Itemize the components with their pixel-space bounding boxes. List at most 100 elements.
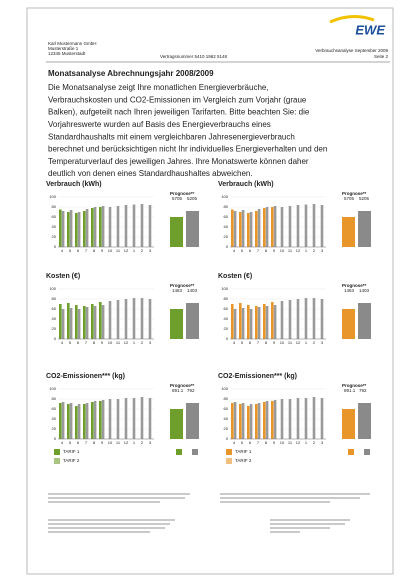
prognose-label: Prognose**	[342, 283, 367, 288]
month-label: 8	[265, 340, 268, 345]
chart-title: Verbrauch (kWh)	[218, 181, 274, 188]
bar-previous	[241, 210, 245, 247]
month-label: 5	[69, 340, 72, 345]
month-label: 5	[241, 440, 244, 445]
bar-previous	[148, 205, 152, 247]
page-number: Seite 2	[374, 54, 389, 59]
chart-title: Kosten (€)	[218, 273, 252, 280]
bar-previous	[101, 206, 105, 247]
month-label: 3	[321, 440, 324, 445]
y-tick-label: 40	[52, 224, 57, 229]
bar-previous	[85, 307, 89, 339]
bar-current	[67, 212, 70, 247]
prognose-bar	[170, 309, 183, 339]
bar-previous	[61, 402, 65, 439]
y-tick-label: 80	[52, 396, 57, 401]
legend-swatch	[364, 449, 370, 455]
prognose-bar	[186, 211, 199, 247]
y-tick-label: 40	[224, 416, 229, 421]
y-tick-label: 80	[52, 296, 57, 301]
paragraph-line: Verbrauchskosten und CO2-Emissionen im V…	[48, 95, 307, 104]
paragraph-line: Die Monatsanalyse zeigt Ihre monatlichen…	[48, 83, 269, 92]
bar-current	[247, 406, 250, 439]
y-tick-label: 20	[224, 234, 229, 239]
bar-current	[271, 302, 274, 339]
month-label: 11	[116, 248, 121, 253]
bar-previous	[93, 306, 97, 339]
bar-previous	[249, 212, 253, 247]
y-tick-label: 60	[224, 406, 229, 411]
month-label: 7	[257, 340, 260, 345]
bar-previous	[132, 204, 136, 247]
bar-previous	[288, 206, 292, 247]
month-label: 12	[296, 340, 301, 345]
bar-previous	[148, 398, 152, 439]
month-label: 5	[69, 440, 72, 445]
y-tick-label: 0	[226, 436, 229, 441]
month-label: 8	[93, 340, 96, 345]
prognose-bar	[342, 309, 355, 339]
bar-previous	[132, 398, 136, 439]
prognose-bar	[358, 303, 371, 339]
prognose-value: 1463	[172, 288, 183, 293]
bar-previous	[85, 403, 89, 439]
bar-current	[271, 207, 274, 247]
bar-previous	[116, 399, 120, 439]
bar-previous	[69, 210, 73, 247]
prognose-value: 1403	[359, 288, 370, 293]
month-label: 3	[149, 440, 152, 445]
prognose-label: Prognose**	[170, 383, 195, 388]
bar-current	[231, 403, 234, 439]
y-tick-label: 60	[52, 214, 57, 219]
bar-previous	[265, 401, 269, 439]
chart-title: CO2-Emissionen*** (kg)	[46, 373, 125, 380]
month-label: 12	[124, 248, 129, 253]
month-label: 7	[85, 440, 88, 445]
bar-previous	[288, 399, 292, 439]
month-label: 2	[141, 340, 144, 345]
bar-previous	[320, 299, 324, 339]
bar-previous	[257, 403, 261, 439]
prognose-value: 792	[359, 388, 367, 393]
bar-current	[99, 302, 102, 339]
bar-previous	[101, 400, 105, 439]
month-label: 10	[280, 248, 285, 253]
y-tick-label: 20	[52, 426, 57, 431]
bar-current	[239, 212, 242, 247]
address-line: Musterstraße 1	[48, 46, 79, 51]
bar-current	[255, 306, 258, 339]
prognose-bar	[170, 217, 183, 247]
bar-previous	[320, 205, 324, 247]
month-label: 7	[85, 248, 88, 253]
prognose-bar	[186, 403, 199, 439]
bar-current	[263, 402, 266, 439]
month-label: 3	[321, 248, 324, 253]
month-label: 4	[61, 248, 64, 253]
bar-previous	[140, 397, 144, 439]
bar-current	[67, 303, 70, 339]
prognose-label: Prognose**	[170, 191, 195, 196]
bar-previous	[265, 207, 269, 247]
bar-current	[83, 211, 86, 247]
prognose-value: 5205	[187, 196, 198, 201]
month-label: 6	[249, 440, 252, 445]
y-tick-label: 40	[224, 316, 229, 321]
y-tick-label: 100	[221, 386, 228, 391]
y-tick-label: 0	[54, 244, 57, 249]
prognose-value: 1463	[344, 288, 355, 293]
report: Verbrauchsanalyse September 2009	[315, 48, 388, 53]
bar-previous	[132, 298, 136, 339]
bar-previous	[320, 398, 324, 439]
bar-previous	[257, 307, 261, 339]
bar-current	[67, 404, 70, 439]
month-label: 4	[61, 440, 64, 445]
bar-previous	[233, 211, 237, 247]
month-label: 8	[265, 248, 268, 253]
bar-current	[247, 305, 250, 339]
prognose-value: 5205	[359, 196, 370, 201]
bar-previous	[124, 299, 128, 339]
month-label: 1	[305, 248, 308, 253]
prognose-bar	[186, 303, 199, 339]
bar-previous	[124, 398, 128, 439]
